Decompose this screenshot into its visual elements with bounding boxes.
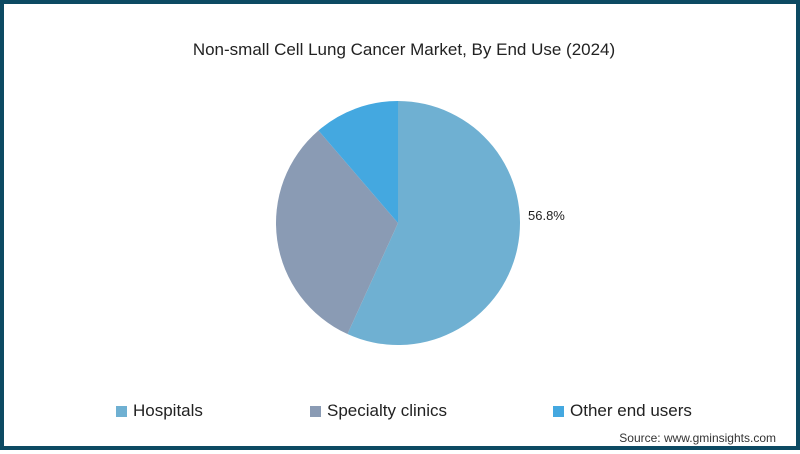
legend-label: Specialty clinics (327, 401, 447, 420)
legend-swatch (310, 405, 321, 417)
legend-swatch (553, 405, 564, 417)
legend-item-hospitals: Hospitals (116, 401, 203, 421)
legend-swatch (116, 405, 127, 417)
pie-slice-specialty-clinics (276, 130, 398, 335)
data-label: 56.8% (528, 208, 565, 223)
legend-item-other-end-users: Other end users (553, 401, 692, 421)
legend-label: Other end users (570, 401, 692, 420)
legend-label: Hospitals (133, 401, 203, 420)
source-note: Source: www.gminsights.com (619, 431, 776, 445)
pie-slice-hospitals (347, 101, 520, 345)
legend-item-specialty-clinics: Specialty clinics (310, 401, 447, 421)
chart-title: Non-small Cell Lung Cancer Market, By En… (192, 40, 616, 59)
pie-chart: 56.8% (276, 101, 565, 345)
pie-slice-other-end-users (318, 101, 398, 223)
